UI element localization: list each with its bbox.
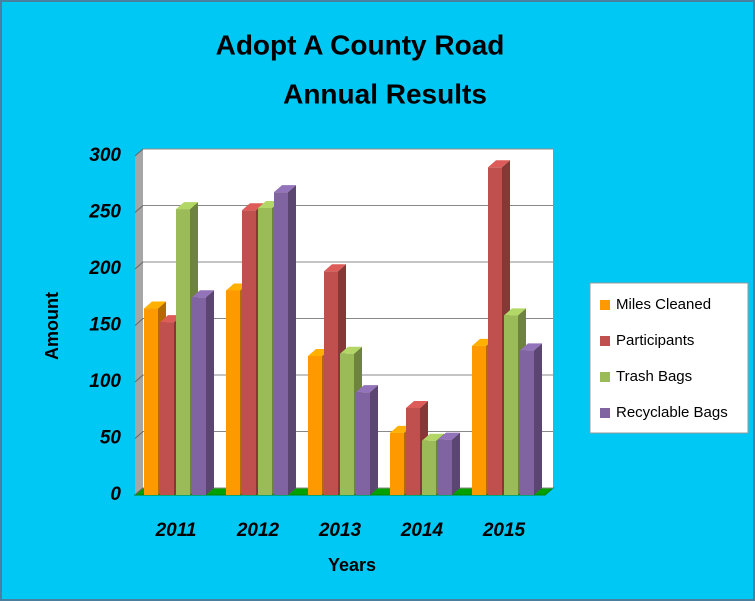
bar	[356, 392, 370, 495]
bar	[520, 350, 534, 495]
legend-swatch	[600, 408, 610, 418]
bar-top	[192, 290, 214, 298]
bar	[438, 439, 452, 495]
bar	[324, 271, 338, 495]
bar-side	[206, 290, 214, 495]
grid-line	[134, 205, 144, 213]
legend-label: Trash Bags	[616, 368, 692, 385]
chart-title: Annual Results	[283, 78, 487, 109]
bar-top	[520, 343, 542, 351]
legend-swatch	[600, 300, 610, 310]
bar	[274, 192, 288, 495]
x-axis-label: Years	[328, 555, 376, 575]
y-tick-label: 100	[89, 371, 121, 392]
bar	[472, 345, 486, 495]
bar	[422, 440, 436, 495]
bar	[192, 297, 206, 495]
grid-line	[134, 148, 144, 157]
y-tick-label: 0	[110, 484, 121, 505]
bar-top	[356, 385, 378, 393]
grid-line	[134, 374, 144, 383]
bar	[258, 207, 272, 496]
y-tick-label: 250	[88, 202, 121, 223]
bar	[308, 356, 322, 495]
bar-top	[242, 203, 264, 211]
x-tick-label: 2015	[482, 520, 526, 541]
y-tick-label: 200	[88, 258, 121, 279]
bar	[160, 322, 174, 495]
bar	[406, 407, 420, 495]
bar	[242, 210, 256, 496]
y-tick-label: 300	[89, 145, 121, 166]
grid-line	[134, 487, 144, 496]
bar	[340, 353, 354, 495]
bar-top	[406, 400, 428, 408]
bar	[390, 432, 404, 495]
bar	[226, 290, 240, 495]
legend-swatch	[600, 336, 610, 346]
legend-swatch	[600, 372, 610, 382]
y-tick-label: 50	[100, 428, 122, 449]
bar-top	[438, 432, 460, 440]
bar-top	[340, 346, 362, 354]
y-axis-label: Amount	[42, 292, 62, 360]
bar-top	[144, 301, 166, 309]
bar-top	[422, 433, 444, 441]
bar-top	[274, 185, 296, 193]
legend-label: Recyclable Bags	[616, 404, 728, 421]
x-tick-label: 2013	[318, 520, 362, 541]
bar	[504, 315, 518, 495]
x-tick-label: 2012	[236, 520, 280, 541]
legend-label: Participants	[616, 332, 694, 349]
bar	[144, 308, 158, 495]
y-tick-label: 150	[89, 315, 121, 336]
chart-title: Adopt A County Road	[216, 29, 505, 60]
legend-label: Miles Cleaned	[616, 296, 711, 313]
bar-side	[288, 185, 296, 495]
bar-top	[324, 264, 346, 272]
bar-side	[534, 343, 542, 495]
bar-side	[370, 385, 378, 495]
bar-top	[504, 308, 526, 316]
bar	[176, 209, 190, 496]
bar-side	[452, 432, 460, 495]
x-tick-label: 2011	[155, 520, 197, 541]
x-tick-label: 2014	[400, 520, 444, 541]
grid-line	[134, 318, 144, 326]
bar-top	[488, 160, 510, 168]
bar-top	[176, 202, 198, 210]
legend	[589, 282, 749, 434]
grid-line	[134, 431, 144, 439]
grid-line	[134, 261, 144, 270]
bar	[488, 167, 502, 496]
